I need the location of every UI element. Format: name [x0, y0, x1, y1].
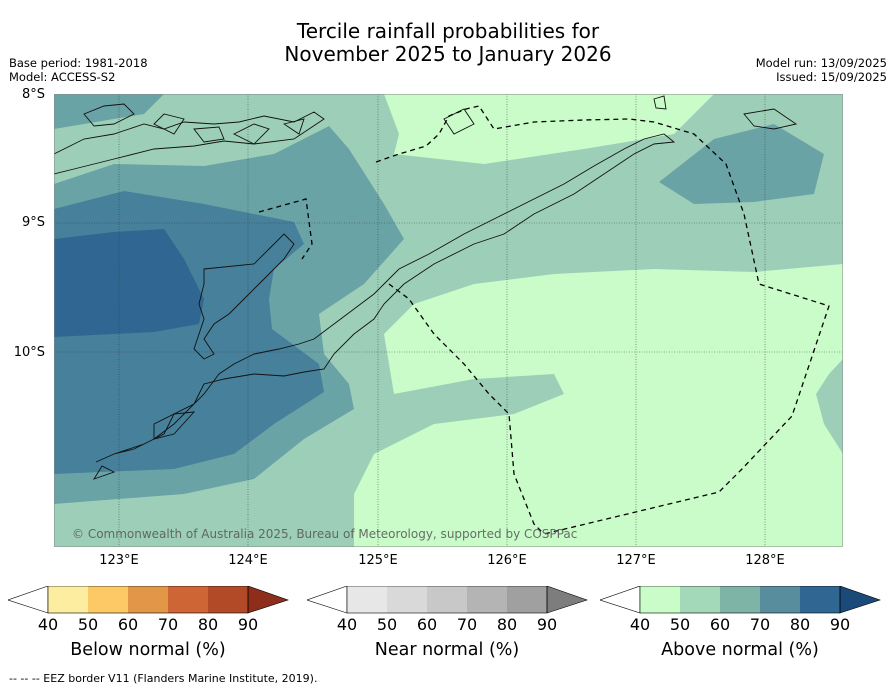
lat-label-9s: 9°S — [21, 215, 45, 230]
legend-above-label: Above normal (%) — [661, 640, 819, 660]
map-credit: © Commonwealth of Australia 2025, Bureau… — [72, 527, 577, 541]
lat-label-8s: 8°S — [21, 87, 45, 102]
legend-above-arrow-right — [839, 586, 881, 614]
lon-label-126e: 126°E — [487, 553, 527, 568]
legend-near-tick-90: 90 — [536, 615, 558, 634]
legend-below-tick-90: 90 — [237, 615, 259, 634]
legend-below-arrow-right — [247, 586, 289, 614]
legend-below-swatch-5 — [208, 586, 248, 613]
legend-above-swatch-1 — [640, 586, 680, 613]
legend-above-swatch-2 — [680, 586, 720, 613]
legend-above-tick-60: 60 — [709, 615, 731, 634]
legend-near-swatch-1 — [347, 586, 387, 613]
legend-below-swatch-3 — [128, 586, 168, 613]
legend-above-tick-70: 70 — [749, 615, 771, 634]
legend-near-swatch-2 — [387, 586, 427, 613]
lon-label-124e: 124°E — [228, 553, 268, 568]
base-period-text: Base period: 1981-2018 — [9, 56, 148, 70]
legend-above-tick-40: 40 — [629, 615, 651, 634]
legend-near-swatch-5 — [507, 586, 547, 613]
legend-above-tick-50: 50 — [669, 615, 691, 634]
legend-near-tick-80: 80 — [496, 615, 518, 634]
lon-label-128e: 128°E — [745, 553, 785, 568]
meta-right: Model run: 13/09/2025 Issued: 15/09/2025 — [756, 56, 887, 84]
chart-title: Tercile rainfall probabilities for Novem… — [0, 20, 896, 66]
legend-below-swatch-4 — [168, 586, 208, 613]
legend-below-swatch-2 — [88, 586, 128, 613]
eez-border — [258, 105, 830, 535]
legend-near-arrow-right — [546, 586, 588, 614]
legend-below-tick-80: 80 — [197, 615, 219, 634]
model-text: Model: ACCESS-S2 — [9, 70, 116, 84]
legend-near-swatch-4 — [467, 586, 507, 613]
legend-above-arrow-left — [600, 586, 641, 614]
legend-below-tick-40: 40 — [37, 615, 59, 634]
meta-left: Base period: 1981-2018 Model: ACCESS-S2 — [9, 56, 148, 84]
legend-near-tick-40: 40 — [336, 615, 358, 634]
legend-near-tick-60: 60 — [416, 615, 438, 634]
legend-above-tick-80: 80 — [789, 615, 811, 634]
legend-below-swatch-1 — [48, 586, 88, 613]
legend-below-normal — [8, 586, 289, 614]
legend-near-tick-70: 70 — [456, 615, 478, 634]
zone-above-50-60-east — [816, 359, 843, 454]
legend-near-normal — [307, 586, 588, 614]
legend-near-label: Near normal (%) — [374, 640, 520, 660]
lat-label-10s: 10°S — [13, 345, 45, 360]
legend-below-label: Below normal (%) — [70, 640, 226, 660]
legend-below-tick-70: 70 — [157, 615, 179, 634]
title-line-1: Tercile rainfall probabilities for — [296, 19, 600, 43]
legend-above-swatch-3 — [720, 586, 760, 613]
legend-above-normal — [600, 586, 881, 614]
issued-text: Issued: 15/09/2025 — [776, 70, 887, 84]
title-line-2: November 2025 to January 2026 — [284, 42, 612, 66]
legend-below-tick-50: 50 — [77, 615, 99, 634]
eez-footnote: -- -- -- EEZ border V11 (Flanders Marine… — [9, 672, 318, 685]
legend-near-arrow-left — [307, 586, 348, 614]
lon-label-127e: 127°E — [616, 553, 656, 568]
lon-label-125e: 125°E — [358, 553, 398, 568]
model-run-text: Model run: 13/09/2025 — [755, 56, 887, 70]
zone-above-60-70-top — [54, 94, 164, 129]
legend-below-arrow-left — [8, 586, 49, 614]
rainfall-map: © Commonwealth of Australia 2025, Bureau… — [54, 94, 843, 547]
legend-near-tick-50: 50 — [376, 615, 398, 634]
zone-above-80-90 — [54, 229, 204, 337]
zone-above-60-70-east — [659, 124, 824, 204]
legend-above-swatch-5 — [800, 586, 840, 613]
lon-label-123e: 123°E — [99, 553, 139, 568]
legend-above-swatch-4 — [760, 586, 800, 613]
legend-above-tick-90: 90 — [829, 615, 851, 634]
legend-below-tick-60: 60 — [117, 615, 139, 634]
legend-near-swatch-3 — [427, 586, 467, 613]
coastline — [54, 95, 798, 480]
